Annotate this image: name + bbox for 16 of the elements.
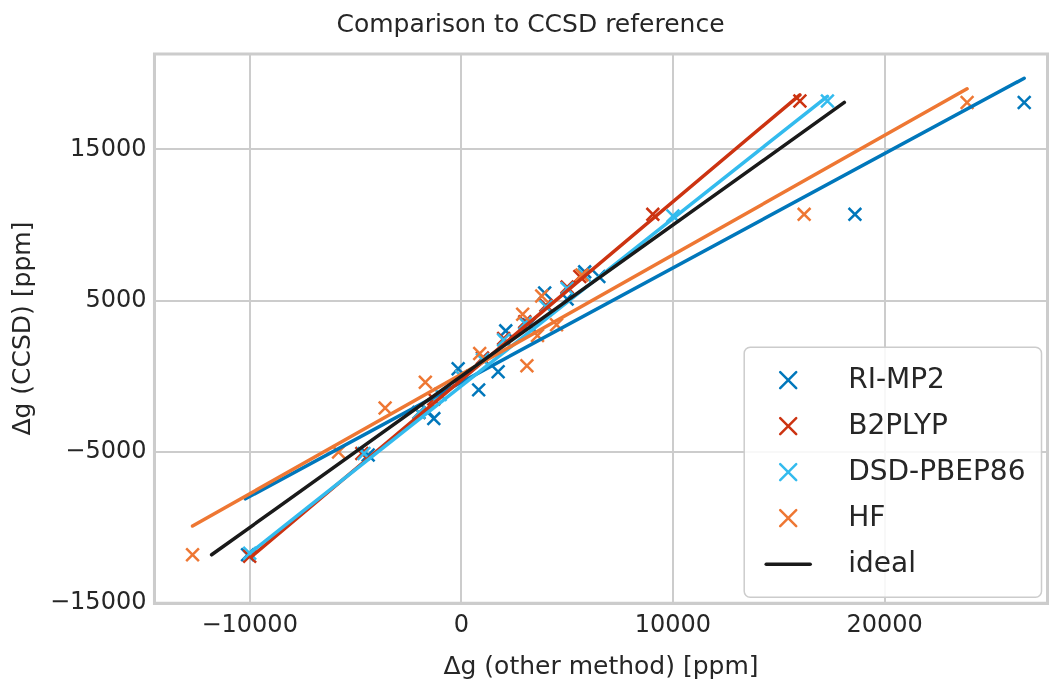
legend-label: RI-MP2 bbox=[848, 362, 945, 396]
x-axis-title: Δg (other method) [ppm] bbox=[443, 650, 759, 680]
legend-label: ideal bbox=[848, 546, 916, 580]
legend-label: HF bbox=[848, 500, 886, 534]
y-tick-label: 5000 bbox=[85, 284, 147, 313]
x-tick-label: −10000 bbox=[201, 609, 298, 638]
y-tick-label: −5000 bbox=[65, 436, 147, 465]
legend-label: DSD-PBEP86 bbox=[848, 454, 1026, 488]
chart-title: Comparison to CCSD reference bbox=[336, 8, 725, 38]
y-tick-label: −15000 bbox=[49, 587, 147, 616]
x-tick-label: 10000 bbox=[634, 609, 712, 638]
y-tick-label: 15000 bbox=[70, 133, 147, 162]
y-axis-title: Δg (CCSD) [ppm] bbox=[6, 221, 36, 436]
legend-label: B2PLYP bbox=[848, 408, 948, 442]
x-tick-label: 0 bbox=[453, 609, 469, 638]
x-tick-label: 20000 bbox=[846, 609, 923, 638]
